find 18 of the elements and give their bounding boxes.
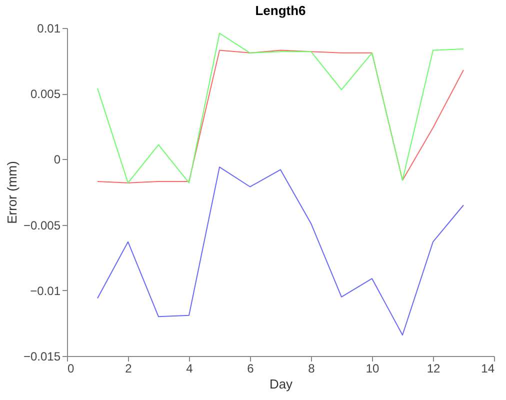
x-tick-label: 10 <box>366 362 380 376</box>
x-tick-label: 8 <box>308 362 316 376</box>
y-tick-label: −0.005 <box>23 218 61 232</box>
chart-title: Length6 <box>255 3 306 18</box>
x-tick-label: 2 <box>125 362 132 376</box>
x-tick-label: 12 <box>426 362 440 376</box>
x-tick-label: 6 <box>247 362 254 376</box>
line-series <box>97 166 464 336</box>
y-tick-label: −0.015 <box>23 350 61 364</box>
x-tick-label: 0 <box>68 362 74 376</box>
y-tick-label: 0.01 <box>37 22 61 36</box>
x-tick-label: 14 <box>481 362 495 376</box>
x-tick-label: 4 <box>186 362 194 376</box>
y-tick-label: 0 <box>54 152 61 167</box>
y-tick-label: 0.005 <box>30 87 61 102</box>
y-tick-label: −0.01 <box>30 284 61 298</box>
x-axis-title: Day <box>269 376 294 392</box>
y-axis-title: Error (mm) <box>4 161 20 224</box>
